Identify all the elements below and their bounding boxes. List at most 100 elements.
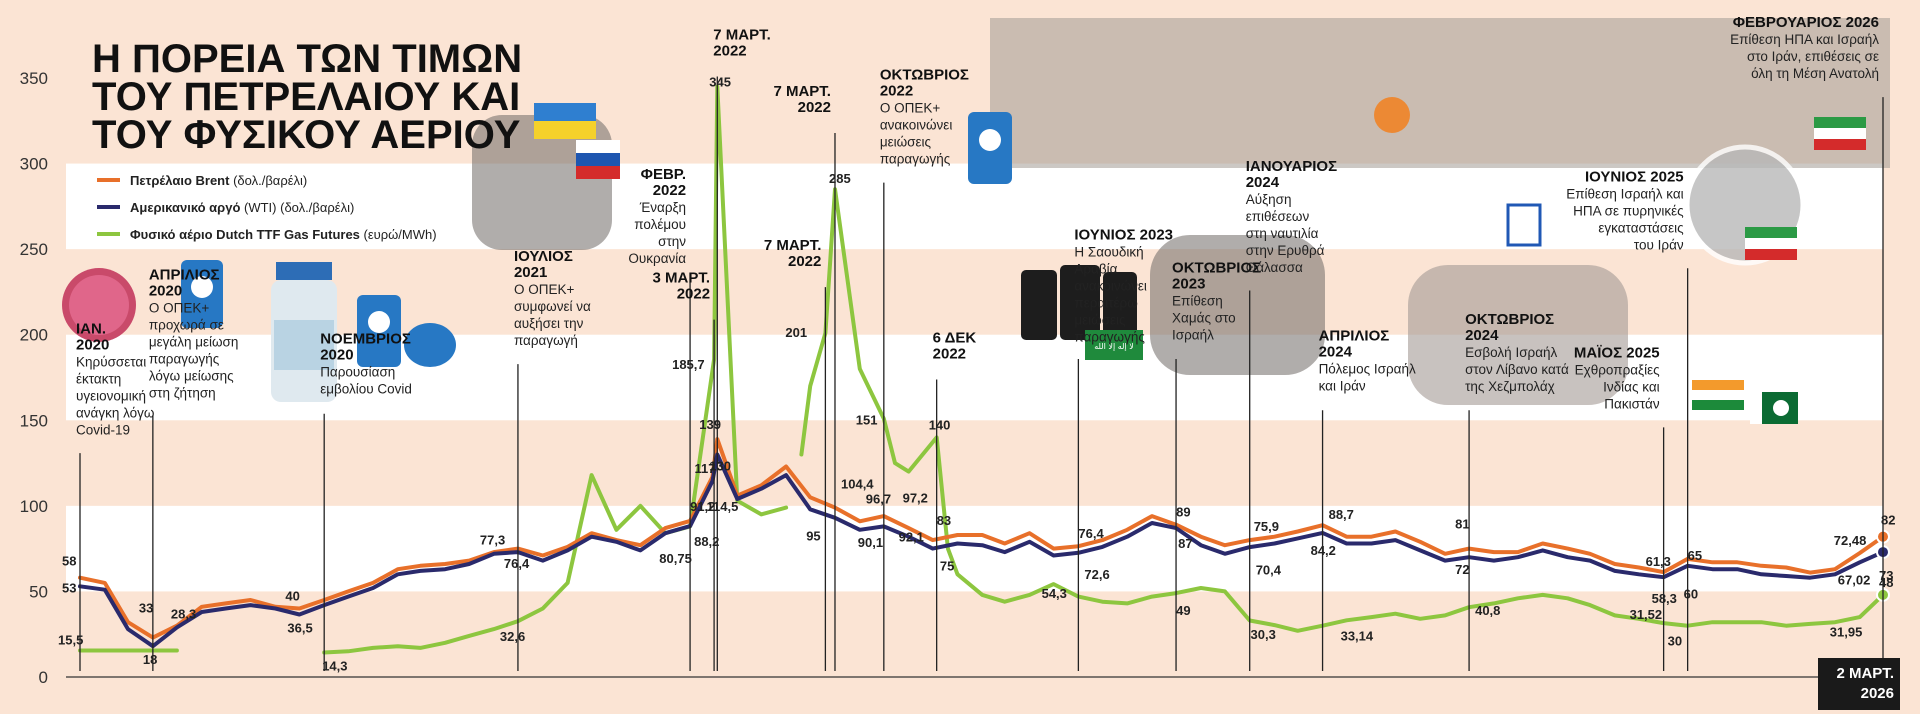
annotation-apr-2024: ΑΠΡΙΛΙΟΣ 2024 Πόλεμος Ισραήλ και Ιράν [1319, 327, 1416, 393]
data-label-38: 49 [1176, 603, 1190, 618]
legend: Πετρέλαιο Brent (δολ./βαρέλι) Αμερικανικό… [97, 173, 437, 242]
data-label-15: 117 [695, 461, 716, 476]
legend-label-wti: Αμερικανικό αργό (WTI) (δολ./βαρέλι) [130, 200, 354, 215]
data-label-31: 83 [937, 513, 951, 528]
y-axis-tick-labels: 0 50 100 150 200 250 300 350 [20, 69, 48, 687]
data-label-10: 76,4 [504, 556, 530, 571]
y-tick-100: 100 [20, 497, 48, 516]
annotation-feb-2026: ΦΕΒΡΟΥΑΡΙΟΣ 2026 Επίθεση ΗΠΑ και Ισραήλ στ… [1730, 14, 1879, 81]
annotation-jun-2025: ΙΟΥΝΙΟΣ 2025 Επίθεση Ισραήλ και ΗΠΑ σε πυρ… [1566, 169, 1684, 253]
annotation-mar7-2022-gas2: 7 ΜΑΡΤ. 2022 [773, 83, 831, 116]
annotation-feb-2022: ΦΕΒΡ. 2022 Έναρξη πολέμου στην Ουκρανία [628, 166, 686, 266]
pakistan-flag-icon [1750, 392, 1798, 424]
opec-barrel-icon [181, 260, 223, 328]
data-label-24: 90,1 [858, 535, 883, 550]
y-tick-350: 350 [20, 69, 48, 88]
annotation-oct-2022: ΟΚΤΩΒΡΙΟΣ 2022 Ο ΟΠΕΚ+ ανακοινώνει μειώσεις π… [880, 67, 969, 167]
chart-title: Η ΠΟΡΕΙΑ ΤΩΝ ΤΙΜΩΝ ΤΟΥ ΠΕΤΡΕΛΑΙΟΥ ΚΑΙ ΤΟ… [92, 37, 522, 157]
data-label-27: 201 [785, 325, 807, 340]
data-label-48: 61,3 [1646, 554, 1671, 569]
russia-flag-icon [576, 140, 620, 179]
data-label-51: 65 [1688, 548, 1702, 563]
data-label-28: 285 [829, 171, 851, 186]
annotation-may-2025: ΜΑΪΟΣ 2025 Εχθροπραξίες Ινδίας και Πακιστάν [1574, 344, 1660, 411]
data-label-6: 40 [285, 589, 299, 604]
data-label-5: 18 [143, 652, 157, 667]
svg-text:لا إله إلا الله: لا إله إلا الله [1094, 342, 1134, 352]
data-label-37: 87 [1178, 536, 1192, 551]
data-label-47: 40,8 [1475, 603, 1500, 618]
oil-barrels-icon [1021, 265, 1137, 340]
annotation-jun-2023: ΙΟΥΝΙΟΣ 2023 Η Σαουδική Αραβία ανακοινώνει π… [1074, 226, 1173, 344]
data-label-20: 345 [709, 75, 731, 90]
date-box-line-1: 2 ΜΑΡΤ. [1836, 665, 1894, 682]
data-label-52: 60 [1684, 586, 1698, 601]
data-label-33: 76,4 [1078, 526, 1104, 541]
data-label-44: 33,14 [1341, 628, 1374, 643]
legend-label-brent: Πετρέλαιο Brent (δολ./βαρέλι) [130, 173, 307, 188]
data-label-32: 75 [940, 559, 954, 574]
annotation-jul-2021: ΙΟΥΛΙΟΣ 2021 Ο ΟΠΕΚ+ συμφωνεί να αυξήσει την… [514, 248, 591, 348]
date-box: 2 ΜΑΡΤ. 2026 [1818, 658, 1900, 710]
saudi-flag-icon: لا إله إلا الله [1085, 330, 1143, 360]
annotation-mar7-2022: 7 ΜΑΡΤ. 2022 [713, 27, 771, 60]
india-flag-icon [1692, 380, 1744, 410]
data-label-17: 130 [709, 459, 731, 474]
data-label-39: 75,9 [1254, 519, 1279, 534]
event-annotations: ΙΑΝ. 2020 Κηρύσσεται έκτακτη υγειονομική ανάγ… [76, 14, 1879, 437]
data-labels: 58 53 15,5 33 28,3 18 40 36,5 14,3 77,3 76,4 32,6 91… [58, 75, 1895, 674]
annotation-dec-2022: 6 ΔΕΚ 2022 [933, 329, 977, 362]
annotation-apr-2020: ΑΠΡΙΛΙΟΣ 2020 Ο ΟΠΕΚ+ προχωρά σε μεγάλη μείω… [149, 266, 239, 400]
data-label-58: 73 [1879, 568, 1893, 583]
war-city-photo [990, 18, 1890, 168]
data-label-53: 30 [1668, 634, 1682, 649]
date-box-line-2: 2026 [1861, 685, 1894, 702]
opec-barrel-icon-2022 [968, 112, 1012, 184]
data-label-29: 151 [856, 413, 878, 428]
data-label-30: 140 [929, 417, 951, 432]
data-label-54: 72,48 [1834, 533, 1867, 548]
annotation-leader-lines [79, 76, 1884, 671]
data-label-41: 30,3 [1251, 627, 1276, 642]
grid-band-0 [66, 505, 1883, 592]
data-label-21: 104,4 [841, 476, 874, 491]
israel-flag-icon [1506, 203, 1542, 247]
annotation-mar3-2022: 3 ΜΑΡΤ. 2022 [653, 270, 711, 303]
explosion-fire [1374, 97, 1410, 133]
annotation-jan-2020: ΙΑΝ. 2020 Κηρύσσεται έκτακτη υγειονομική ανάγ… [76, 321, 154, 438]
y-tick-0: 0 [39, 668, 48, 687]
title-line-1: Η ΠΟΡΕΙΑ ΤΩΝ ΤΙΜΩΝ [92, 37, 522, 81]
data-label-25: 97,2 [903, 491, 928, 506]
data-label-18: 114,5 [707, 499, 739, 514]
data-label-56: 31,95 [1830, 624, 1863, 639]
data-label-26: 92,1 [899, 529, 924, 544]
data-label-12: 91,2 [690, 499, 715, 514]
data-label-45: 81 [1455, 516, 1469, 531]
data-label-14: 80,75 [659, 551, 692, 566]
data-label-35: 54,3 [1042, 586, 1067, 601]
data-label-23: 96,7 [866, 492, 891, 507]
y-tick-50: 50 [29, 582, 48, 601]
data-label-43: 84,2 [1311, 543, 1336, 558]
iran-flag-icon-2026 [1814, 117, 1866, 150]
data-label-9: 77,3 [480, 533, 505, 548]
data-label-50: 31,52 [1630, 607, 1663, 622]
data-label-49: 58,3 [1652, 591, 1677, 606]
data-label-40: 70,4 [1256, 563, 1282, 578]
series-line-brent [78, 437, 1885, 640]
annotation-mar7-2022-gas: 7 ΜΑΡΤ. 2022 [764, 237, 822, 270]
title-line-3: ΤΟΥ ΦΥΣΙΚΟΥ ΑΕΡΙΟΥ [92, 113, 521, 157]
series-line-gas-1 [322, 84, 789, 655]
legend-label-gas: Φυσικό αέριο Dutch TTF Gas Futures (ευρώ… [130, 227, 437, 242]
data-label-16: 139 [699, 417, 721, 432]
y-tick-300: 300 [20, 155, 48, 174]
data-label-0: 58 [62, 554, 76, 569]
data-label-8: 14,3 [322, 659, 347, 674]
data-label-13: 88,2 [694, 534, 719, 549]
annotation-oct-2024: ΟΚΤΩΒΡΙΟΣ 2024 Εσβολή Ισραήλ στον Λίβανο κα… [1465, 311, 1569, 394]
annotation-nov-2020: ΝΟΕΜΒΡΙΟΣ 2020 Παρουσίαση εμβολίου Covid [320, 331, 412, 397]
iran-flag-icon [1745, 227, 1797, 260]
y-tick-250: 250 [20, 240, 48, 259]
data-label-59: 48 [1879, 575, 1893, 590]
